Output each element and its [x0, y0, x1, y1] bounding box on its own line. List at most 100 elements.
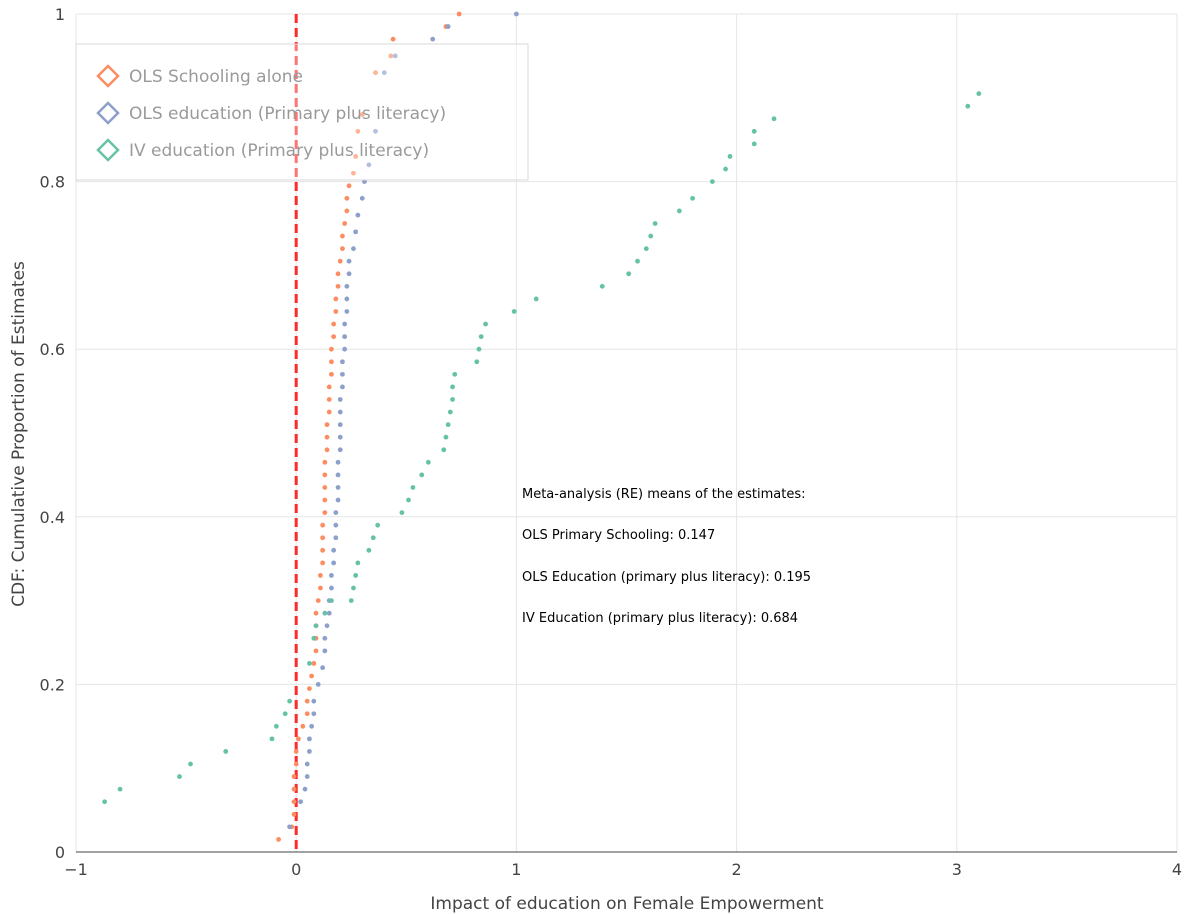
data-point[interactable] [315, 682, 321, 687]
data-point[interactable] [676, 208, 682, 214]
data-point[interactable] [353, 573, 359, 578]
data-point[interactable] [329, 573, 334, 578]
data-point[interactable] [291, 799, 297, 805]
data-point[interactable] [478, 334, 484, 340]
data-point[interactable] [425, 459, 431, 465]
data-point[interactable] [333, 522, 339, 528]
data-point[interactable] [329, 371, 334, 377]
data-point[interactable] [313, 648, 319, 654]
data-point[interactable] [355, 560, 361, 566]
data-point[interactable] [342, 346, 348, 352]
data-point[interactable] [304, 774, 310, 779]
data-point[interactable] [335, 472, 341, 478]
data-point[interactable] [771, 116, 777, 122]
data-point[interactable] [309, 673, 315, 679]
data-point[interactable] [342, 221, 348, 226]
data-point[interactable] [324, 623, 330, 629]
data-point[interactable] [311, 635, 317, 641]
data-point[interactable] [474, 359, 480, 365]
data-point[interactable] [291, 774, 297, 779]
data-point[interactable] [333, 535, 339, 541]
data-point[interactable] [344, 296, 350, 302]
legend-item[interactable]: OLS education (Primary plus literacy) [96, 101, 446, 125]
data-point[interactable] [315, 598, 321, 603]
data-point[interactable] [348, 598, 354, 603]
data-point[interactable] [188, 761, 193, 767]
data-point[interactable] [324, 422, 330, 428]
data-point[interactable] [399, 510, 405, 516]
data-point[interactable] [304, 761, 310, 767]
data-point[interactable] [322, 472, 328, 478]
data-point[interactable] [331, 334, 337, 340]
data-point[interactable] [450, 384, 455, 390]
data-point[interactable] [304, 711, 310, 717]
data-point[interactable] [322, 510, 328, 516]
data-point[interactable] [326, 384, 332, 390]
data-point[interactable] [445, 24, 451, 29]
data-point[interactable] [340, 384, 345, 390]
data-point[interactable] [320, 547, 326, 553]
data-point[interactable] [313, 623, 319, 629]
data-point[interactable] [366, 162, 372, 168]
data-point[interactable] [344, 195, 350, 201]
data-point[interactable] [648, 233, 654, 239]
data-point[interactable] [311, 698, 317, 704]
data-point[interactable] [324, 447, 330, 453]
data-point[interactable] [337, 409, 343, 415]
data-point[interactable] [333, 296, 339, 302]
data-point[interactable] [333, 309, 339, 314]
data-point[interactable] [337, 258, 343, 264]
data-point[interactable] [331, 321, 337, 327]
data-point[interactable] [276, 837, 281, 842]
data-point[interactable] [117, 786, 123, 792]
data-point[interactable] [652, 221, 658, 226]
data-point[interactable] [340, 246, 345, 252]
data-point[interactable] [340, 371, 345, 377]
data-point[interactable] [329, 346, 334, 352]
data-point[interactable] [390, 36, 396, 42]
data-point[interactable] [337, 434, 343, 440]
data-point[interactable] [324, 434, 330, 440]
data-point[interactable] [344, 283, 350, 289]
data-point[interactable] [322, 497, 328, 503]
data-point[interactable] [293, 761, 299, 767]
data-point[interactable] [483, 321, 488, 327]
data-point[interactable] [293, 749, 299, 754]
data-point[interactable] [333, 510, 339, 516]
legend[interactable]: OLS Schooling alone OLS education (Primar… [75, 43, 529, 181]
data-point[interactable] [335, 283, 341, 289]
data-point[interactable] [320, 522, 326, 528]
data-point[interactable] [419, 472, 425, 478]
data-point[interactable] [514, 11, 519, 17]
data-point[interactable] [322, 485, 328, 490]
data-point[interactable] [322, 635, 328, 641]
data-point[interactable] [331, 547, 337, 553]
data-point[interactable] [326, 397, 332, 402]
data-point[interactable] [388, 53, 394, 59]
data-point[interactable] [282, 711, 288, 717]
data-point[interactable] [329, 585, 334, 591]
data-point[interactable] [340, 359, 345, 365]
data-point[interactable] [441, 447, 447, 453]
data-point[interactable] [307, 686, 312, 691]
data-point[interactable] [351, 585, 356, 591]
data-point[interactable] [351, 246, 356, 252]
data-point[interactable] [311, 661, 317, 666]
data-point[interactable] [346, 258, 352, 264]
data-point[interactable] [322, 610, 328, 616]
data-point[interactable] [298, 799, 304, 805]
data-point[interactable] [351, 170, 356, 176]
data-point[interactable] [406, 497, 411, 503]
data-point[interactable] [342, 321, 348, 327]
data-point[interactable] [447, 409, 453, 415]
data-point[interactable] [344, 208, 350, 214]
data-point[interactable] [307, 749, 312, 754]
data-point[interactable] [353, 154, 359, 159]
data-point[interactable] [102, 799, 108, 805]
data-point[interactable] [287, 698, 292, 704]
data-point[interactable] [329, 359, 334, 365]
data-point[interactable] [346, 271, 352, 277]
data-point[interactable] [976, 91, 982, 97]
data-point[interactable] [373, 128, 378, 134]
data-point[interactable] [320, 560, 326, 566]
